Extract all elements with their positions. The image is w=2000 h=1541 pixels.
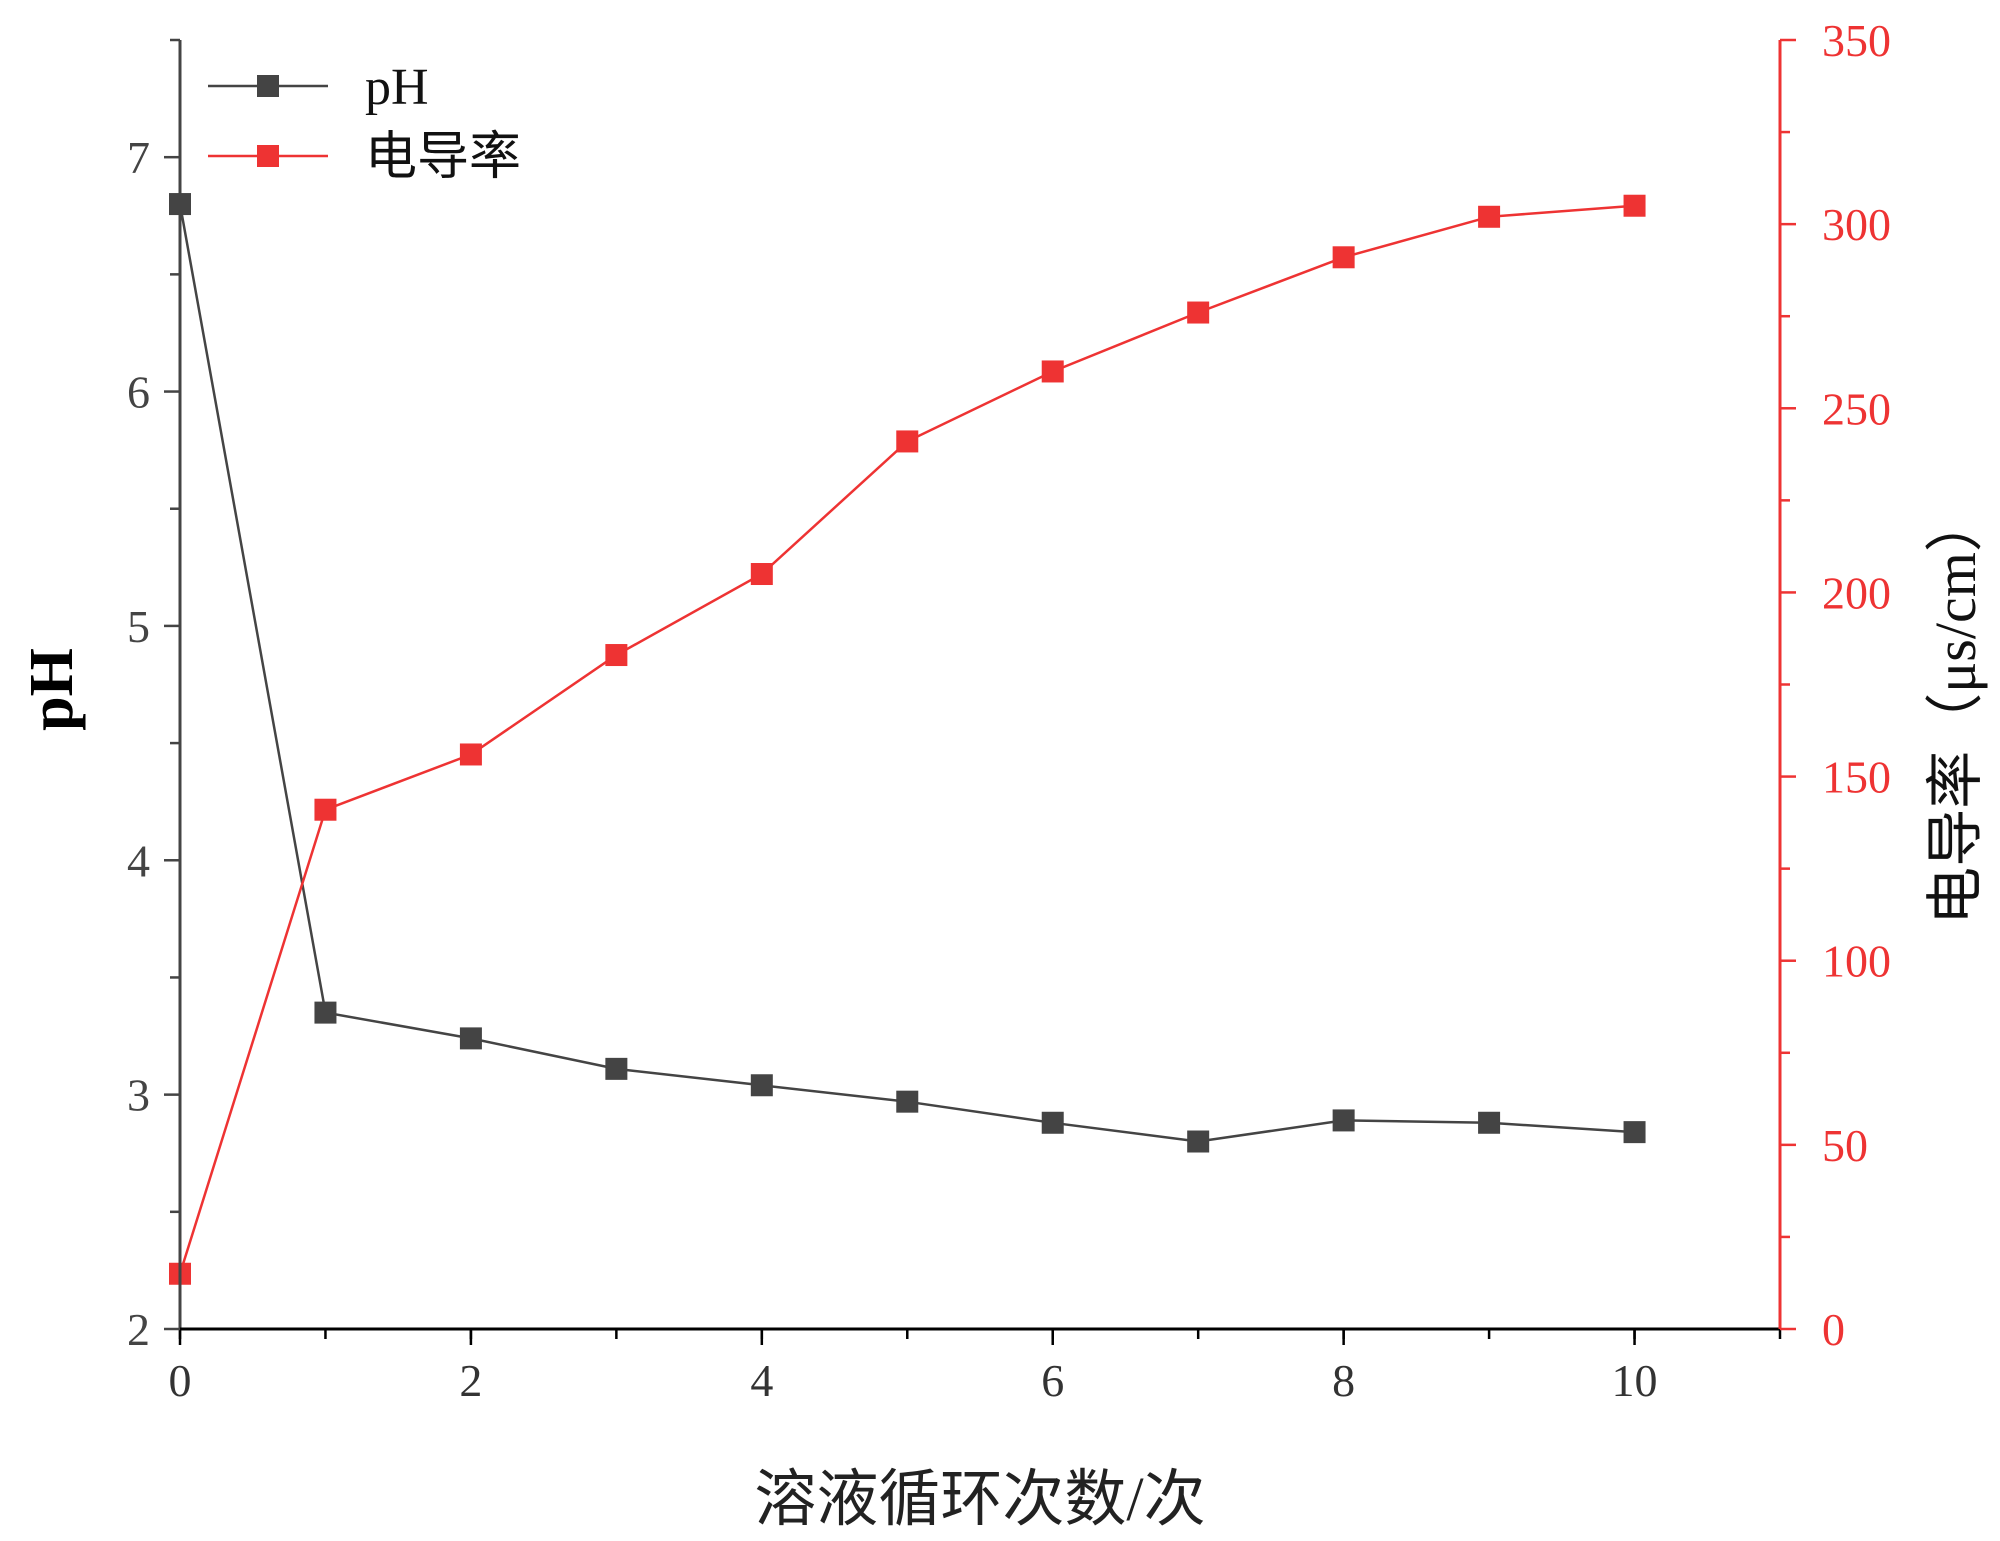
conductivity-marker <box>314 798 337 821</box>
x-axis-title: 溶液循环次数/次 <box>754 1466 1205 1534</box>
ph-marker <box>1187 1130 1210 1153</box>
ph-marker <box>1478 1111 1501 1134</box>
ph-marker <box>314 1001 337 1024</box>
x-tick-label: 2 <box>459 1355 482 1406</box>
y-right-tick-label: 50 <box>1822 1120 1868 1171</box>
conductivity-marker <box>605 644 628 667</box>
conductivity-marker <box>1478 205 1501 228</box>
ph-marker <box>896 1090 919 1113</box>
ph-marker <box>750 1074 773 1097</box>
x-tick-label: 0 <box>169 1355 192 1406</box>
conductivity-marker <box>896 430 919 453</box>
x-tick-label: 4 <box>750 1355 773 1406</box>
conductivity-marker <box>1623 194 1646 217</box>
plot-layer <box>169 193 1646 1285</box>
legend-swatch-marker <box>257 145 279 167</box>
conductivity-marker <box>1041 360 1064 383</box>
y-right-tick-label: 100 <box>1822 936 1891 987</box>
ph-marker <box>605 1057 628 1080</box>
y-left-tick-label: 6 <box>127 367 150 418</box>
y-right-tick-label: 200 <box>1822 567 1891 618</box>
conductivity-marker <box>459 743 482 766</box>
legend-label: 电导率 <box>365 129 521 186</box>
conductivity-marker <box>750 563 773 586</box>
legend: pH 电导率 <box>208 59 521 186</box>
y-right-tick-label: 300 <box>1822 199 1891 250</box>
ph-marker <box>459 1027 482 1050</box>
ph-marker <box>1623 1121 1646 1144</box>
y-right-axis-title: 电导率（μs/cm） <box>1923 494 1988 925</box>
conductivity-marker <box>1332 246 1355 269</box>
ph-marker <box>1041 1111 1064 1134</box>
ph-marker <box>1332 1109 1355 1132</box>
y-right-tick-label: 0 <box>1822 1304 1845 1355</box>
y-left-tick-label: 4 <box>127 835 150 886</box>
y-left-tick-label: 3 <box>127 1070 150 1121</box>
legend-label: pH <box>365 59 429 116</box>
x-tick-label: 8 <box>1332 1355 1355 1406</box>
axes-layer: 0 2 4 6 8 10234567050100150200250300350溶液循环次数… <box>18 15 1988 1534</box>
y-left-tick-label: 7 <box>127 132 150 183</box>
y-right-tick-label: 250 <box>1822 383 1891 434</box>
y-right-tick-label: 150 <box>1822 752 1891 803</box>
y-left-tick-label: 5 <box>127 601 150 652</box>
conductivity-marker <box>1187 301 1210 324</box>
y-left-tick-label: 2 <box>127 1304 150 1355</box>
x-tick-label: 10 <box>1612 1355 1658 1406</box>
x-tick-label: 6 <box>1041 1355 1064 1406</box>
y-right-tick-label: 350 <box>1822 15 1891 66</box>
legend-swatch-marker <box>257 75 279 97</box>
y-left-axis-title: pH <box>18 648 86 731</box>
